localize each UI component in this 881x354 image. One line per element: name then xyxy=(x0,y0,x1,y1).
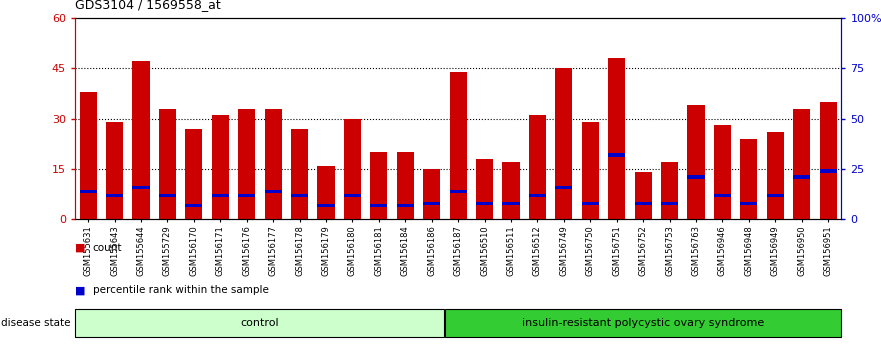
Bar xyxy=(370,204,388,207)
Bar xyxy=(291,129,308,219)
Bar xyxy=(344,194,361,197)
Text: insulin-resistant polycystic ovary syndrome: insulin-resistant polycystic ovary syndr… xyxy=(522,318,764,328)
Bar xyxy=(766,132,784,219)
Text: control: control xyxy=(241,318,279,328)
Bar xyxy=(793,176,811,179)
Bar xyxy=(396,204,414,207)
Bar xyxy=(211,115,229,219)
Bar xyxy=(317,166,335,219)
Bar xyxy=(159,194,176,197)
Bar xyxy=(132,62,150,219)
Bar xyxy=(819,169,837,173)
FancyBboxPatch shape xyxy=(446,309,840,337)
Bar xyxy=(185,129,203,219)
Bar xyxy=(370,152,388,219)
Text: percentile rank within the sample: percentile rank within the sample xyxy=(93,285,269,295)
Bar xyxy=(793,108,811,219)
Bar xyxy=(159,108,176,219)
Bar xyxy=(555,185,573,189)
Bar xyxy=(661,202,678,205)
Bar xyxy=(634,202,652,205)
Bar xyxy=(476,159,493,219)
Bar xyxy=(819,102,837,219)
Bar xyxy=(449,72,467,219)
Bar xyxy=(714,194,731,197)
Bar xyxy=(502,162,520,219)
Bar xyxy=(211,194,229,197)
Bar xyxy=(608,153,626,156)
Bar xyxy=(687,105,705,219)
Bar xyxy=(106,122,123,219)
Bar xyxy=(661,162,678,219)
Bar xyxy=(476,202,493,205)
Bar xyxy=(238,194,255,197)
Bar xyxy=(740,139,758,219)
Bar xyxy=(555,68,573,219)
Bar xyxy=(291,194,308,197)
Bar xyxy=(581,202,599,205)
Bar xyxy=(423,169,440,219)
Text: ■: ■ xyxy=(75,243,85,253)
Bar xyxy=(106,194,123,197)
Bar xyxy=(79,189,97,193)
Bar xyxy=(634,172,652,219)
Bar xyxy=(264,108,282,219)
Bar xyxy=(714,125,731,219)
Bar xyxy=(344,119,361,219)
Bar xyxy=(502,202,520,205)
Bar xyxy=(581,122,599,219)
Bar xyxy=(132,185,150,189)
Bar xyxy=(423,202,440,205)
Bar xyxy=(396,152,414,219)
Bar xyxy=(529,115,546,219)
Bar xyxy=(238,108,255,219)
Bar xyxy=(185,204,203,207)
Bar xyxy=(766,194,784,197)
Bar xyxy=(529,194,546,197)
FancyBboxPatch shape xyxy=(76,309,444,337)
Text: count: count xyxy=(93,243,122,253)
Bar xyxy=(79,92,97,219)
Bar xyxy=(740,202,758,205)
Bar xyxy=(687,176,705,179)
Bar xyxy=(449,189,467,193)
Text: GDS3104 / 1569558_at: GDS3104 / 1569558_at xyxy=(75,0,220,11)
Text: disease state: disease state xyxy=(1,318,70,328)
Bar xyxy=(317,204,335,207)
Bar xyxy=(264,189,282,193)
Text: ■: ■ xyxy=(75,285,85,295)
Bar xyxy=(608,58,626,219)
